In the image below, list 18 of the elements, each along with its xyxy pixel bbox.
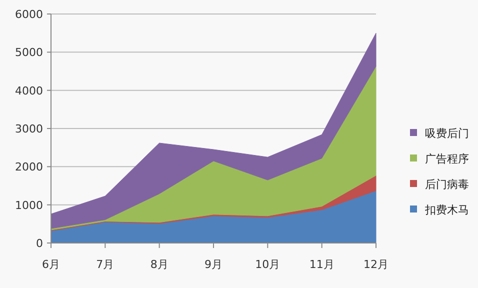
y-tick-label: 0: [36, 237, 43, 250]
y-tick-label: 3000: [15, 122, 43, 136]
x-tick-label: 8月: [150, 258, 168, 271]
x-tick-label: 9月: [204, 258, 222, 271]
legend-label: 扣费木马: [424, 204, 469, 216]
x-tick-label: 10月: [255, 258, 280, 271]
y-tick-label: 2000: [15, 160, 43, 174]
legend-label: 后门病毒: [425, 178, 469, 191]
y-tick-label: 1000: [15, 198, 43, 212]
y-tick-label: 5000: [15, 46, 43, 60]
x-tick-label: 7月: [96, 258, 114, 271]
x-tick-label: 6月: [42, 258, 60, 271]
legend-label: 广告程序: [425, 152, 469, 166]
legend-label: 吸费后门: [425, 127, 469, 140]
y-tick-label: 4000: [15, 84, 43, 98]
x-tick-label: 12月: [364, 258, 388, 271]
x-tick-label: 11月: [309, 258, 334, 271]
y-tick-label: 6000: [15, 8, 43, 21]
